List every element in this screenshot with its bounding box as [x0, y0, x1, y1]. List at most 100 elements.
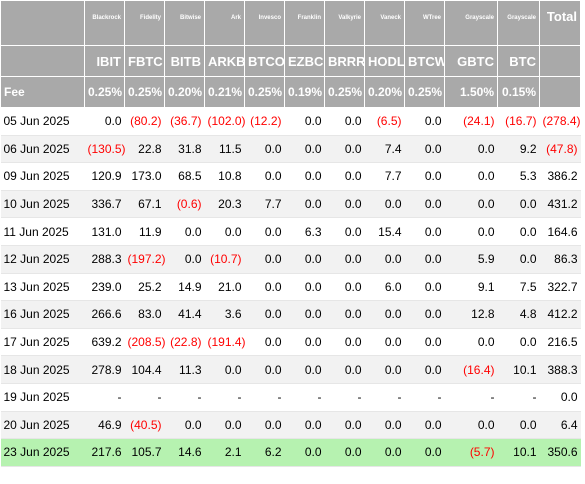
flow-cell: 0.0 — [284, 162, 325, 191]
flow-cell: - — [84, 383, 125, 412]
flow-cell: 173.0 — [124, 162, 165, 191]
flow-cell: 0.0 — [444, 135, 498, 164]
row-total-cell: 350.6 — [539, 438, 581, 467]
flow-cell: 131.0 — [84, 217, 125, 246]
flow-cell: (40.5) — [124, 411, 165, 440]
row-total-cell: 388.3 — [539, 355, 581, 384]
flow-cell: 14.6 — [164, 438, 205, 467]
flow-cell: 0.0 — [204, 355, 245, 384]
flow-cell: 41.4 — [164, 300, 205, 329]
flow-cell: 0.0 — [324, 245, 365, 274]
fee-value: 0.25% — [244, 76, 285, 108]
header-blank — [539, 76, 581, 108]
flow-cell: 0.0 — [404, 245, 445, 274]
flow-cell: 83.0 — [124, 300, 165, 329]
flow-cell: 0.0 — [324, 355, 365, 384]
flow-cell: 0.0 — [284, 190, 325, 219]
fee-value: 0.25% — [84, 76, 125, 108]
flow-cell: 0.0 — [364, 355, 405, 384]
row-date: 06 Jun 2025 — [0, 135, 85, 164]
flow-cell: 0.0 — [284, 300, 325, 329]
flow-cell: 104.4 — [124, 355, 165, 384]
ticker-label: IBIT — [84, 45, 125, 77]
row-date: 12 Jun 2025 — [0, 245, 85, 274]
flow-cell: 0.0 — [444, 162, 498, 191]
table-row: 12 Jun 2025 288.3 (197.2) 0.0 (10.7) 0.0 0.0 0.… — [0, 245, 581, 274]
fee-row: Fee 0.25% 0.25% 0.20% 0.21% 0.25% 0.19% … — [0, 76, 581, 108]
flow-cell: - — [497, 383, 540, 412]
table-row: 09 Jun 2025 120.9 173.0 68.5 10.8 0.0 0.0 0.0 7.… — [0, 162, 581, 191]
flow-cell: (0.6) — [164, 190, 205, 219]
issuer-label: Valkyrie — [324, 0, 365, 46]
flow-cell: 120.9 — [84, 162, 125, 191]
ticker-label: BTCW — [404, 45, 445, 77]
row-total-cell: 6.4 — [539, 411, 581, 440]
flow-cell: 0.0 — [244, 135, 285, 164]
flow-cell: 0.0 — [404, 135, 445, 164]
flow-cell: (22.8) — [164, 328, 205, 357]
ticker-label: BRRR — [324, 45, 365, 77]
flow-cell: 0.0 — [497, 217, 540, 246]
flow-cell: 0.0 — [244, 273, 285, 302]
flow-cell: 0.0 — [284, 438, 325, 467]
ticker-row: IBIT FBTC BITB ARKB BTCO EZBC BRRR HODL … — [0, 45, 581, 77]
flow-cell: 0.0 — [204, 411, 245, 440]
row-total-cell: 412.2 — [539, 300, 581, 329]
flow-cell: 0.0 — [324, 300, 365, 329]
flow-cell: (12.2) — [244, 107, 285, 136]
flow-cell: (197.2) — [124, 245, 165, 274]
flow-cell: (16.4) — [444, 355, 498, 384]
flow-cell: - — [204, 383, 245, 412]
fee-value: 0.21% — [204, 76, 245, 108]
flow-cell: 0.0 — [324, 217, 365, 246]
flow-cell: 15.4 — [364, 217, 405, 246]
flow-cell: 0.0 — [284, 411, 325, 440]
flow-cell: 217.6 — [84, 438, 125, 467]
flow-cell: 0.0 — [364, 328, 405, 357]
flow-cell: (24.1) — [444, 107, 498, 136]
flow-cell: 0.0 — [284, 135, 325, 164]
fee-value: 0.20% — [164, 76, 205, 108]
row-total-cell: 216.5 — [539, 328, 581, 357]
flow-cell: - — [284, 383, 325, 412]
row-date: 17 Jun 2025 — [0, 328, 85, 357]
table-row: 10 Jun 2025 336.7 67.1 (0.6) 20.3 7.7 0.0 0.0 0.… — [0, 190, 581, 219]
table-row: 16 Jun 2025 266.6 83.0 41.4 3.6 0.0 0.0 0.0 0.0 0… — [0, 300, 581, 329]
row-date: 20 Jun 2025 — [0, 411, 85, 440]
flow-cell: 20.3 — [204, 190, 245, 219]
flow-cell: 10.8 — [204, 162, 245, 191]
flow-cell: 9.2 — [497, 135, 540, 164]
flow-cell: - — [244, 383, 285, 412]
flow-cell: - — [324, 383, 365, 412]
flow-cell: 11.5 — [204, 135, 245, 164]
flow-cell: (191.4) — [204, 328, 245, 357]
fee-value: 0.25% — [124, 76, 165, 108]
fee-value: 0.20% — [364, 76, 405, 108]
flow-cell: - — [444, 383, 498, 412]
flow-cell: 0.0 — [444, 190, 498, 219]
flow-cell: 7.7 — [244, 190, 285, 219]
flow-cell: 10.1 — [497, 438, 540, 467]
flow-cell: 0.0 — [364, 438, 405, 467]
header-blank — [539, 45, 581, 77]
flow-cell: 0.0 — [404, 162, 445, 191]
flow-cell: 0.0 — [444, 217, 498, 246]
flow-cell: 14.9 — [164, 273, 205, 302]
row-total-cell: 86.3 — [539, 245, 581, 274]
flow-cell: 5.9 — [444, 245, 498, 274]
table-row: 11 Jun 2025 131.0 11.9 0.0 0.0 0.0 6.3 0.0 15.4 0… — [0, 217, 581, 246]
flow-cell: (16.7) — [497, 107, 540, 136]
flow-cell: 67.1 — [124, 190, 165, 219]
table-row: 06 Jun 2025 (130.5) 22.8 31.8 11.5 0.0 0.0 0.0 7… — [0, 135, 581, 164]
flow-cell: 6.3 — [284, 217, 325, 246]
flow-cell: 0.0 — [284, 328, 325, 357]
flow-cell: 0.0 — [404, 355, 445, 384]
flow-cell: 0.0 — [497, 328, 540, 357]
flow-cell: 0.0 — [164, 245, 205, 274]
flow-cell: 0.0 — [404, 411, 445, 440]
flow-cell: 7.4 — [364, 135, 405, 164]
flow-cell: 3.6 — [204, 300, 245, 329]
flow-cell: 105.7 — [124, 438, 165, 467]
flow-cell: 0.0 — [444, 328, 498, 357]
flow-cell: 10.1 — [497, 355, 540, 384]
